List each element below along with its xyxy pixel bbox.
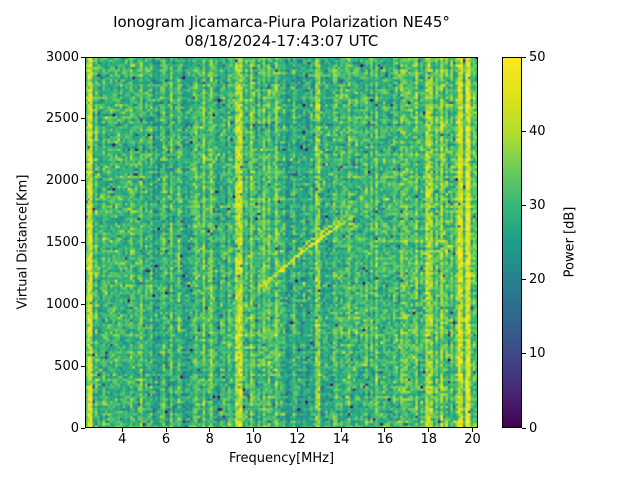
x-tick-label: 20 <box>464 432 481 447</box>
y-tick-label: 2500 <box>45 111 79 127</box>
x-tick-label: 14 <box>332 432 350 447</box>
x-tick-label: 12 <box>289 432 306 447</box>
colorbar-gradient <box>502 57 522 428</box>
colorbar-tick-mark <box>522 427 526 429</box>
x-axis-label: Frequency[MHz] <box>228 451 335 466</box>
colorbar-tick-mark <box>522 130 526 132</box>
y-tick-label: 3000 <box>45 49 79 65</box>
x-tick-label: 10 <box>245 432 262 447</box>
colorbar-tick-mark <box>522 204 526 206</box>
colorbar-tick-label: 10 <box>529 346 546 362</box>
y-axis-label: Virtual Distance[Km] <box>15 174 31 310</box>
x-tick-mark <box>384 428 386 432</box>
y-tick-mark <box>81 365 85 367</box>
colorbar-tick-label: 50 <box>529 49 546 65</box>
colorbar-tick-mark <box>522 56 526 58</box>
x-tick-label: 18 <box>420 432 438 447</box>
y-tick-label: 0 <box>70 420 79 436</box>
chart-title-block: Ionogram Jicamarca-Piura Polarization NE… <box>85 13 478 51</box>
x-tick-mark <box>209 428 211 432</box>
colorbar-tick-mark <box>522 279 526 281</box>
x-tick-label: 4 <box>118 432 127 447</box>
x-tick-mark <box>340 428 342 432</box>
colorbar-tick-label: 0 <box>529 420 538 436</box>
y-tick-label: 500 <box>54 358 79 374</box>
chart-subtitle: 08/18/2024-17:43:07 UTC <box>184 32 379 50</box>
x-tick-label: 8 <box>205 432 214 447</box>
x-tick-mark <box>428 428 430 432</box>
chart-title: Ionogram Jicamarca-Piura Polarization NE… <box>113 13 450 31</box>
y-tick-mark <box>81 180 85 182</box>
y-tick-label: 1500 <box>45 235 79 250</box>
x-tick-label: 6 <box>161 432 171 447</box>
colorbar-tick-label: 30 <box>529 197 546 213</box>
y-tick-mark <box>81 427 85 429</box>
colorbar-tick-mark <box>522 353 526 355</box>
x-tick-mark <box>165 428 167 432</box>
ionogram-heatmap <box>85 57 478 428</box>
y-tick-mark <box>81 56 85 58</box>
y-tick-mark <box>81 303 85 305</box>
y-tick-label: 2000 <box>45 173 79 189</box>
y-tick-label: 1000 <box>45 296 79 312</box>
x-tick-mark <box>121 428 123 432</box>
y-tick-mark <box>81 242 85 243</box>
y-tick-mark <box>81 118 85 120</box>
x-tick-mark <box>472 428 474 432</box>
colorbar-label: Power [dB] <box>562 206 578 278</box>
colorbar-tick-label: 20 <box>529 272 546 288</box>
x-tick-label: 16 <box>376 432 394 447</box>
x-tick-mark <box>296 428 298 432</box>
colorbar-tick-label: 40 <box>529 123 546 139</box>
x-tick-mark <box>253 428 255 432</box>
